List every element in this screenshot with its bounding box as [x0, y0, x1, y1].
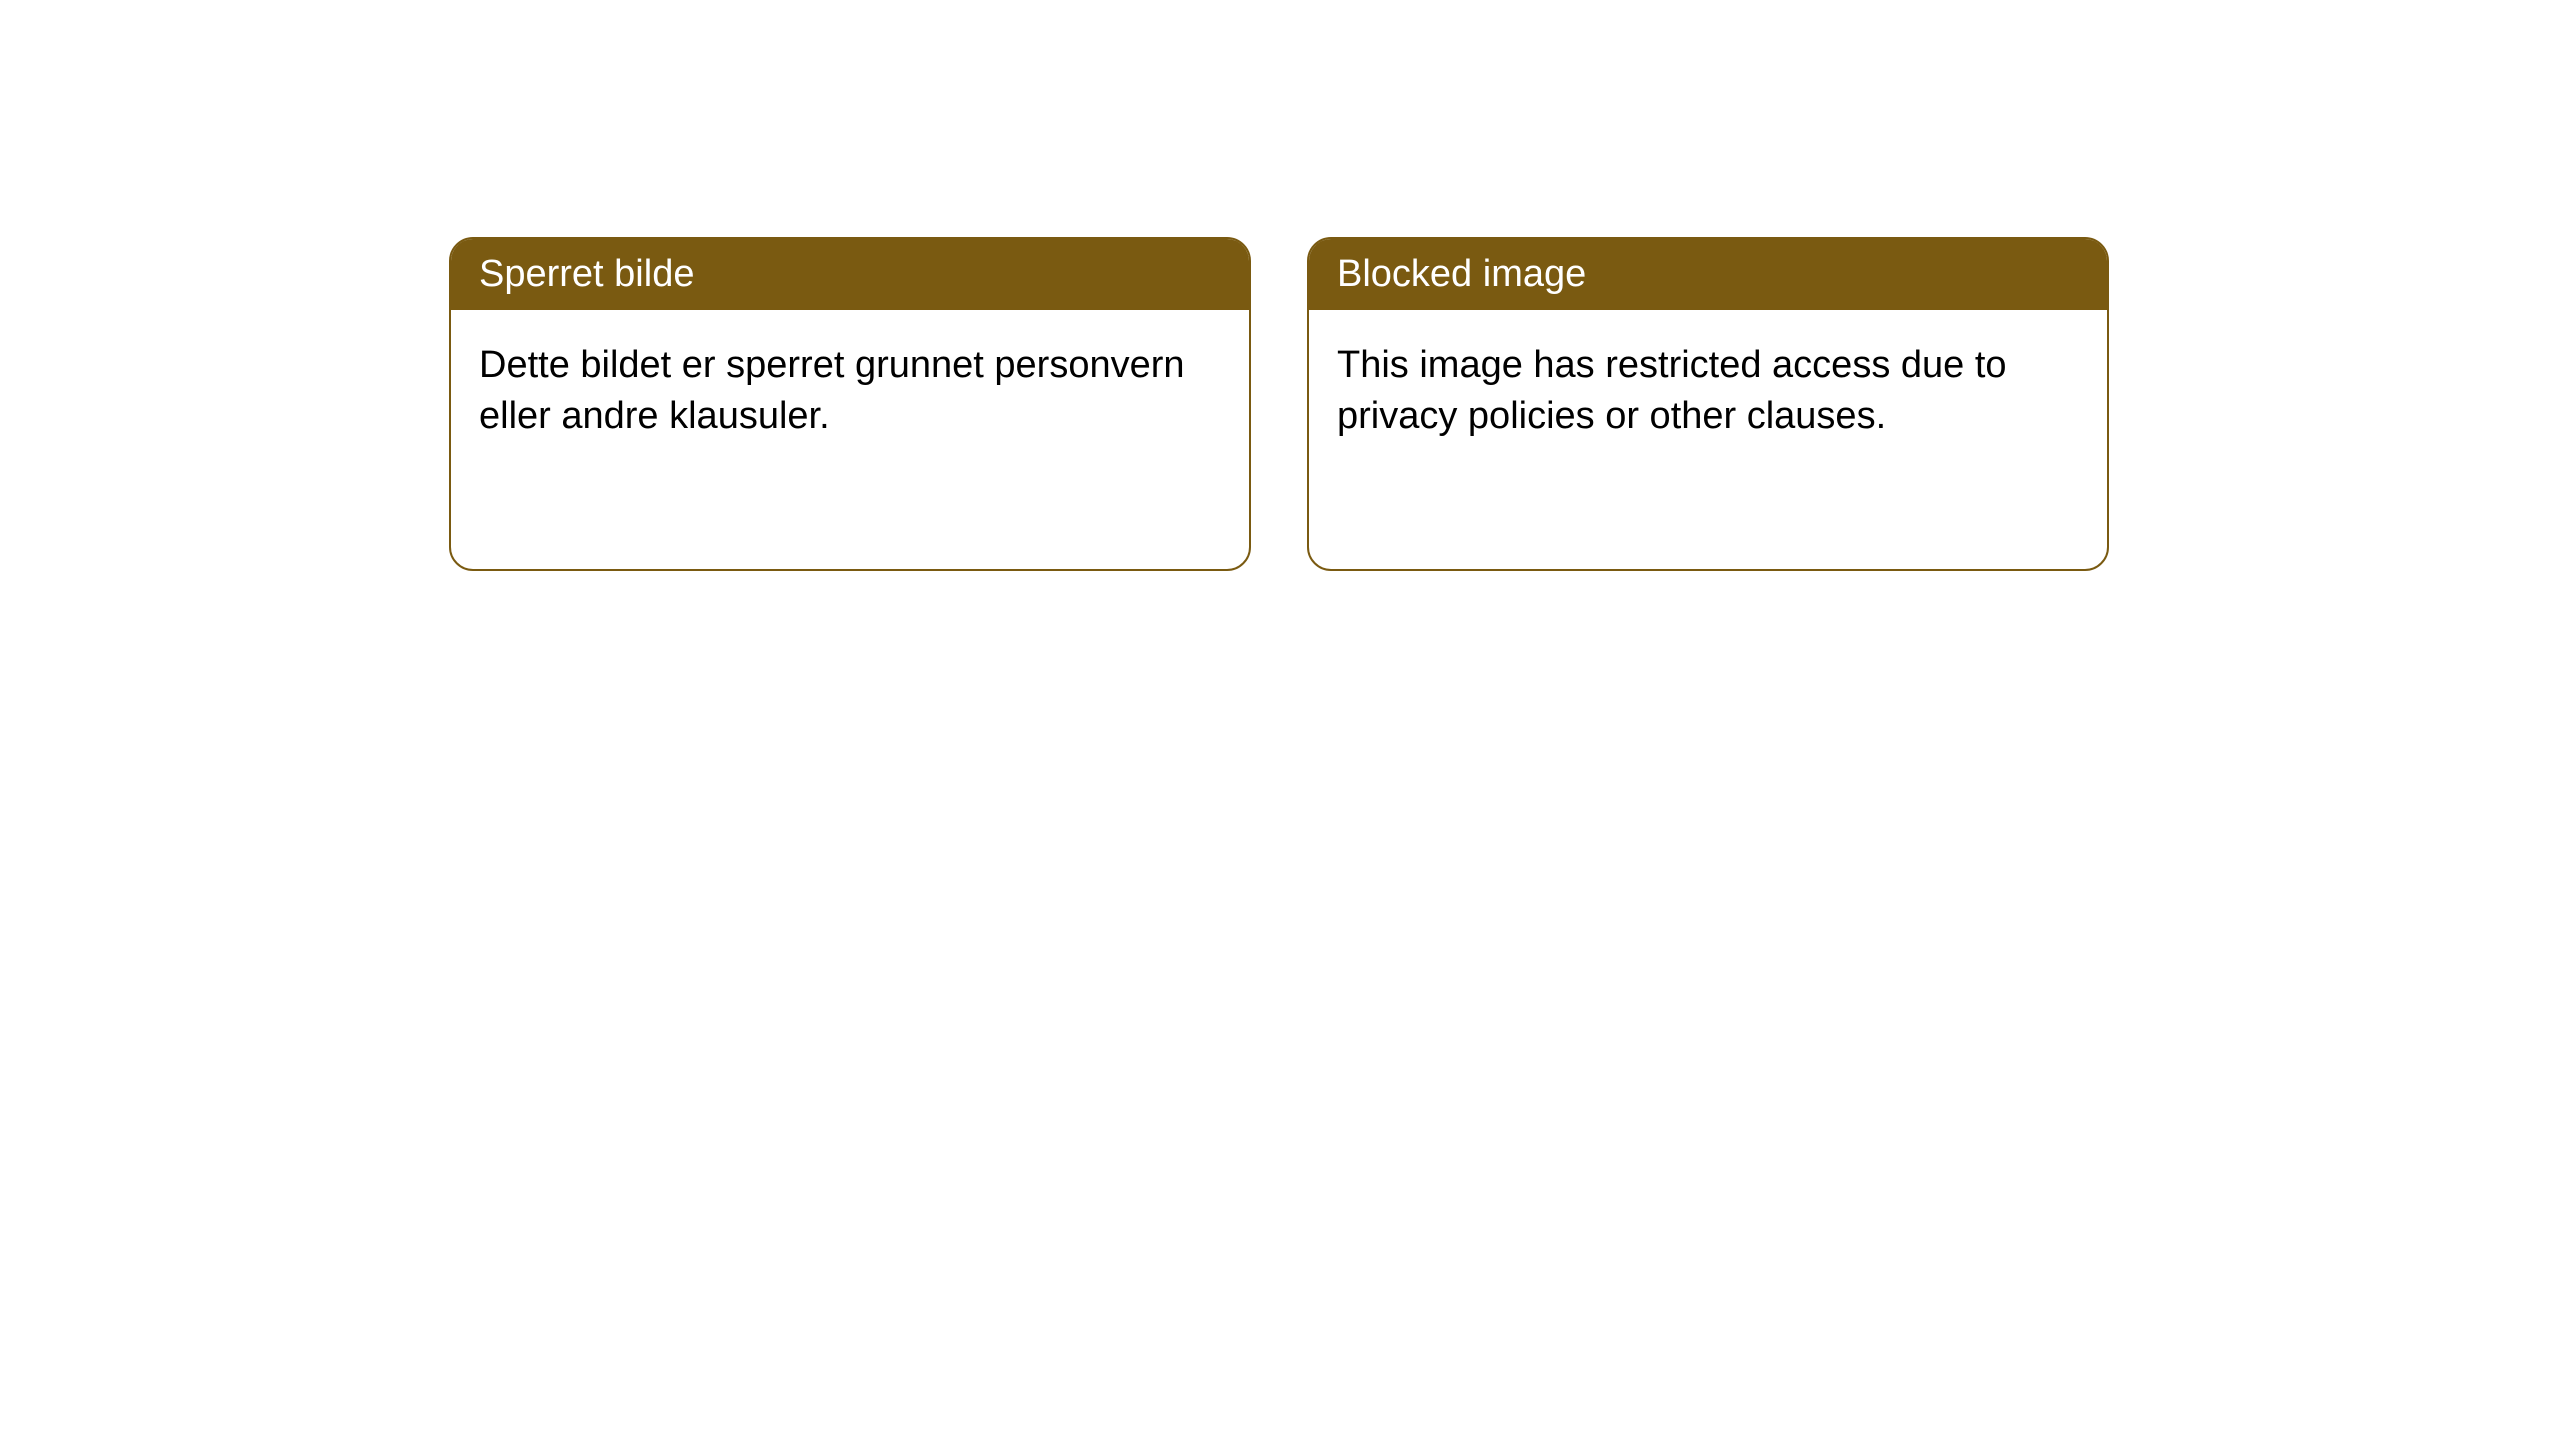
notice-header-english: Blocked image: [1309, 239, 2107, 310]
notice-body-norwegian: Dette bildet er sperret grunnet personve…: [451, 310, 1249, 473]
notice-title-english: Blocked image: [1337, 253, 1586, 295]
notice-body-text-english: This image has restricted access due to …: [1337, 344, 2007, 437]
notice-card-norwegian: Sperret bilde Dette bildet er sperret gr…: [449, 237, 1251, 571]
notice-header-norwegian: Sperret bilde: [451, 239, 1249, 310]
notice-title-norwegian: Sperret bilde: [479, 253, 694, 295]
notice-body-english: This image has restricted access due to …: [1309, 310, 2107, 473]
notice-body-text-norwegian: Dette bildet er sperret grunnet personve…: [479, 344, 1185, 437]
notice-card-english: Blocked image This image has restricted …: [1307, 237, 2109, 571]
notice-container: Sperret bilde Dette bildet er sperret gr…: [449, 237, 2109, 571]
